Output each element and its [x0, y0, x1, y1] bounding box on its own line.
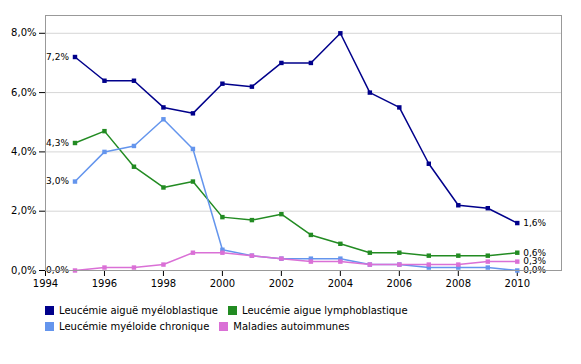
svg-text:7,2%: 7,2%: [46, 52, 69, 62]
svg-text:1998: 1998: [151, 278, 176, 289]
svg-text:8,0%: 8,0%: [11, 27, 36, 38]
svg-text:4,0%: 4,0%: [11, 146, 36, 157]
svg-text:0,0%: 0,0%: [11, 265, 36, 276]
svg-text:2004: 2004: [328, 278, 353, 289]
html-text:Maladies autoimmunes: Maladies autoimmunes: [233, 321, 350, 333]
svg-text:1,6%: 1,6%: [523, 218, 546, 228]
html-text:Leucémie aiguë myéloblastique: Leucémie aiguë myéloblastique: [59, 304, 218, 316]
svg-text:2010: 2010: [505, 278, 530, 289]
svg-text:3,0%: 3,0%: [46, 176, 69, 186]
svg-text:1994: 1994: [33, 278, 58, 289]
svg-text:2006: 2006: [387, 278, 412, 289]
svg-text:0,0%: 0,0%: [523, 265, 547, 276]
svg-text:0,0%: 0,0%: [46, 265, 69, 276]
html-text:Leucémie aigue lymphoblastique: Leucémie aigue lymphoblastique: [242, 304, 408, 316]
svg-text:0,3%: 0,3%: [523, 256, 547, 267]
svg-text:1996: 1996: [92, 278, 117, 289]
svg-text:6,0%: 6,0%: [11, 87, 36, 98]
svg-text:2000: 2000: [210, 278, 235, 289]
svg-text:2,0%: 2,0%: [11, 205, 36, 216]
svg-text:2002: 2002: [269, 278, 294, 289]
svg-text:2008: 2008: [446, 278, 471, 289]
svg-text:4,3%: 4,3%: [46, 138, 69, 148]
html-text:Leucémie myéloide chronique: Leucémie myéloide chronique: [59, 321, 210, 333]
svg-text:0,6%: 0,6%: [523, 247, 547, 258]
